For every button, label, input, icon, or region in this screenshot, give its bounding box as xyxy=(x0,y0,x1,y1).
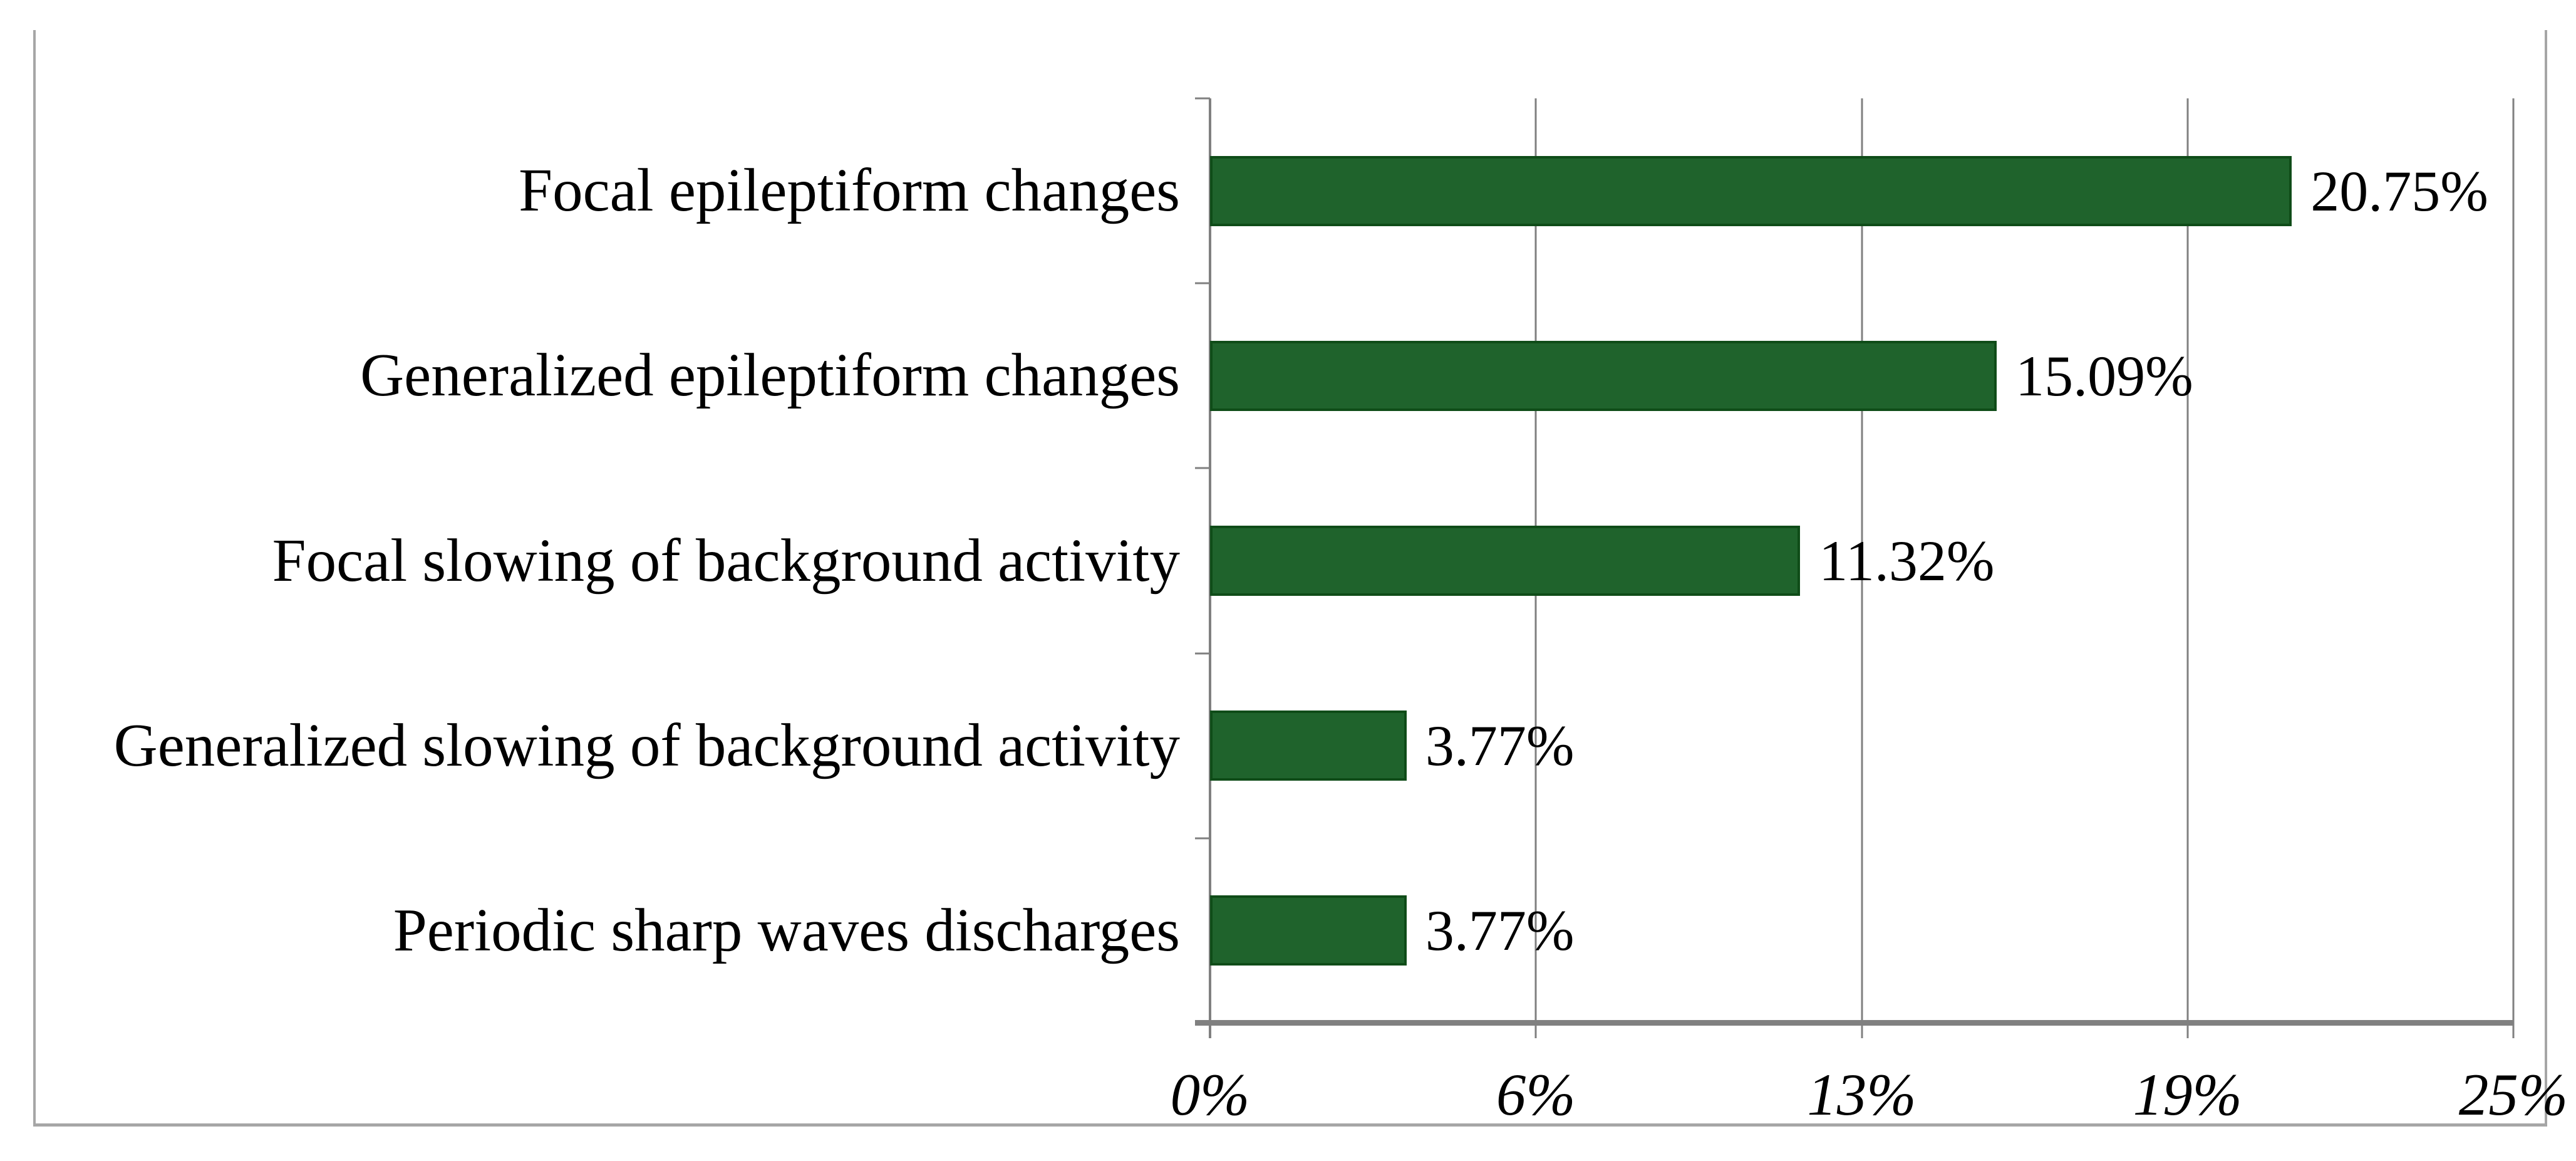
bar-value-label: 11.32% xyxy=(1819,528,1995,593)
bar xyxy=(1210,155,2292,226)
category-axis-labels: Focal epileptiform changes Generalized ep… xyxy=(25,98,1180,1023)
y-axis-tick xyxy=(1195,467,1210,469)
bar-value-label: 3.77% xyxy=(1425,714,1575,778)
y-axis-tick xyxy=(1195,837,1210,840)
x-axis-line xyxy=(1195,1020,2513,1026)
category-row: Generalized epileptiform changes xyxy=(25,283,1180,468)
table-cell-border-left xyxy=(33,30,36,1127)
category-row: Focal slowing of background activity xyxy=(25,468,1180,653)
plot-area: 20.75% 15.09% 11.32% 3.77% 3.77% xyxy=(1195,97,2515,1038)
bar xyxy=(1210,525,1801,596)
category-label: Generalized slowing of background activi… xyxy=(113,711,1180,779)
table-cell-border-bottom xyxy=(33,1123,2547,1127)
bar xyxy=(1210,340,1997,411)
category-label: Generalized epileptiform changes xyxy=(360,341,1180,409)
bar-row: 11.32% xyxy=(1210,468,2513,653)
bar xyxy=(1210,895,1407,966)
x-tick-label: 6% xyxy=(1496,1061,1576,1128)
category-row: Focal epileptiform changes xyxy=(25,98,1180,283)
y-axis-tick xyxy=(1195,652,1210,655)
bar-value-label: 3.77% xyxy=(1425,898,1575,963)
category-row: Generalized slowing of background activi… xyxy=(25,653,1180,838)
category-label: Focal slowing of background activity xyxy=(272,526,1180,594)
category-row: Periodic sharp waves discharges xyxy=(25,838,1180,1023)
bar-series: 20.75% 15.09% 11.32% 3.77% 3.77% xyxy=(1210,98,2513,1023)
x-tick-label: 0% xyxy=(1170,1061,1250,1128)
vertical-gridline xyxy=(2512,98,2515,1038)
y-axis-tick xyxy=(1195,97,1210,100)
bar-value-label: 15.09% xyxy=(2015,343,2193,408)
vertical-gridline xyxy=(1861,98,1863,1038)
bar-row: 3.77% xyxy=(1210,653,2513,838)
x-axis-tick-labels: 0% 6% 13% 19% 25% xyxy=(1171,1054,2568,1135)
y-axis-tick xyxy=(1195,282,1210,284)
bar-row: 20.75% xyxy=(1210,98,2513,283)
x-tick-label: 25% xyxy=(2458,1061,2568,1128)
bar xyxy=(1210,711,1407,781)
bar-row: 15.09% xyxy=(1210,283,2513,468)
x-tick-label: 13% xyxy=(1807,1061,1916,1128)
category-label: Periodic sharp waves discharges xyxy=(393,897,1180,964)
category-label: Focal epileptiform changes xyxy=(519,157,1180,224)
bar-row: 3.77% xyxy=(1210,838,2513,1023)
bar-value-label: 20.75% xyxy=(2310,159,2488,223)
table-cell-border-right xyxy=(2545,30,2547,1127)
x-tick-label: 19% xyxy=(2133,1061,2242,1128)
vertical-gridline xyxy=(2186,98,2189,1038)
